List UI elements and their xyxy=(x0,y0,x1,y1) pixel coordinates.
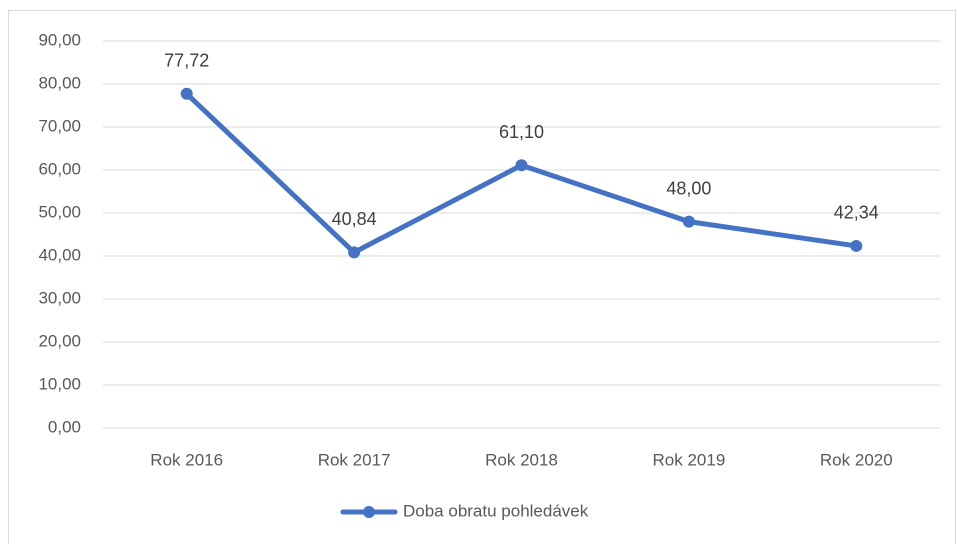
y-tick-label: 10,00 xyxy=(38,374,81,393)
data-label: 61,10 xyxy=(499,122,544,142)
y-tick-label: 0,00 xyxy=(48,417,81,436)
legend-marker xyxy=(363,506,375,518)
y-tick-label: 70,00 xyxy=(38,116,81,135)
x-tick-label: Rok 2016 xyxy=(150,450,223,469)
data-label: 40,84 xyxy=(332,209,377,229)
point-marker xyxy=(850,239,863,252)
point-marker xyxy=(515,159,528,172)
data-label: 48,00 xyxy=(666,178,711,198)
y-tick-label: 30,00 xyxy=(38,288,81,307)
x-tick-label: Rok 2017 xyxy=(318,450,391,469)
y-tick-label: 90,00 xyxy=(38,30,81,49)
y-tick-label: 40,00 xyxy=(38,245,81,264)
point-marker xyxy=(682,215,695,228)
x-tick-label: Rok 2018 xyxy=(485,450,558,469)
series-line xyxy=(184,91,859,255)
point-marker xyxy=(180,87,193,100)
chart-frame xyxy=(8,10,956,544)
data-label: 77,72 xyxy=(164,51,209,71)
x-tick-label: Rok 2019 xyxy=(653,450,726,469)
y-tick-label: 80,00 xyxy=(38,73,81,92)
x-tick-label: Rok 2020 xyxy=(820,450,893,469)
point-marker xyxy=(348,246,361,259)
legend-label: Doba obratu pohledávek xyxy=(403,501,589,520)
y-tick-label: 20,00 xyxy=(38,331,81,350)
data-label: 42,34 xyxy=(834,203,879,223)
y-tick-label: 60,00 xyxy=(38,159,81,178)
y-tick-label: 50,00 xyxy=(38,202,81,221)
